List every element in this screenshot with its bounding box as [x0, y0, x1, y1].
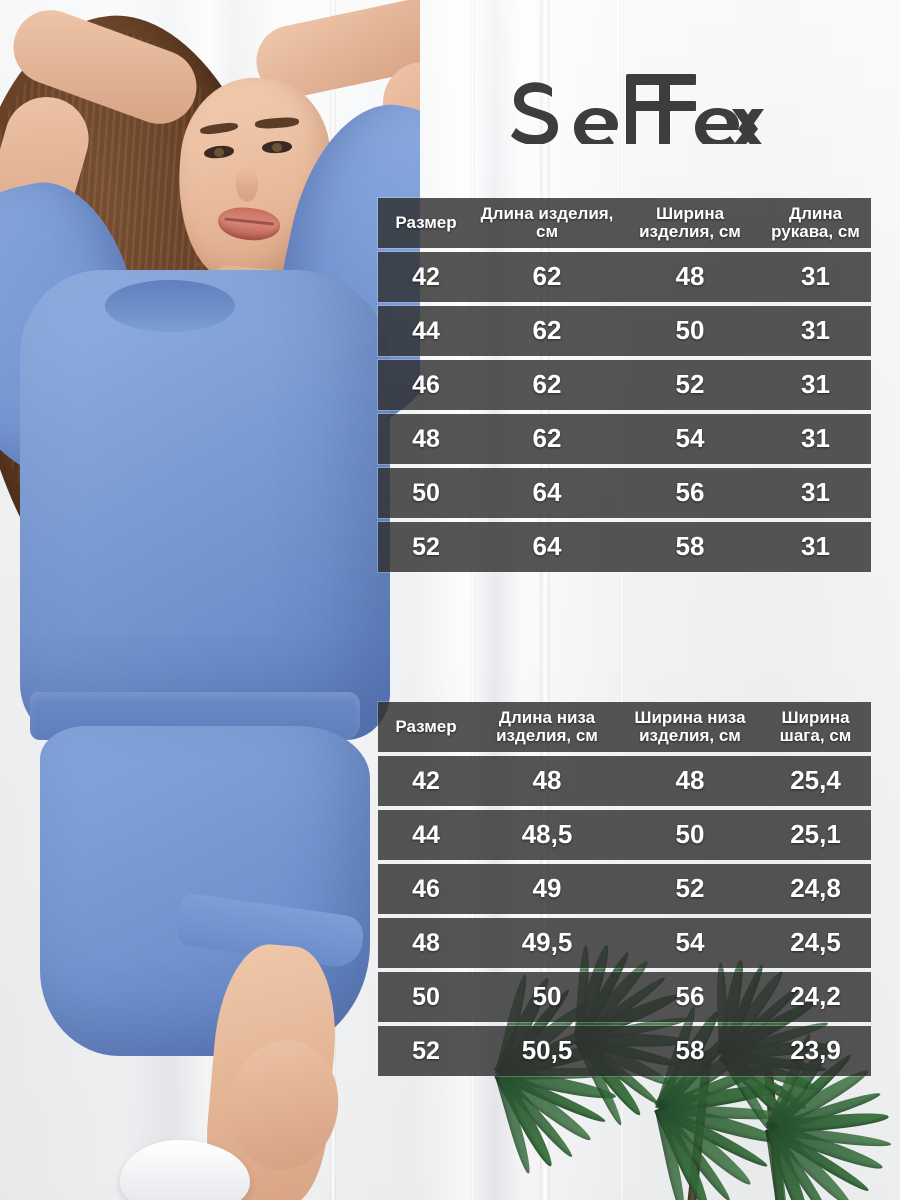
measurement-value: 54: [675, 927, 705, 958]
measurement-value: 58: [675, 531, 705, 562]
beauty-mark: [196, 262, 201, 267]
measurement-value: 62: [532, 369, 562, 400]
table-row: 46 62 52 31: [378, 360, 871, 410]
measurement-value: 31: [801, 261, 830, 292]
size-value: 42: [412, 263, 440, 291]
column-header: Размер: [395, 717, 457, 737]
measurement-value: 62: [532, 315, 562, 346]
measurement-value: 52: [675, 873, 705, 904]
measurement-value: 31: [801, 369, 830, 400]
measurement-value: 54: [675, 423, 705, 454]
size-value: 52: [412, 533, 440, 561]
measurement-value: 50,5: [521, 1035, 573, 1066]
model-photo: [0, 0, 420, 1200]
table-row: 50 50 56 24,2: [378, 972, 871, 1022]
measurement-value: 25,1: [790, 819, 841, 850]
table-row: 52 50,5 58 23,9: [378, 1026, 871, 1076]
measurement-value: 64: [532, 531, 562, 562]
brand-logo: [508, 72, 766, 144]
measurement-value: 24,5: [790, 927, 841, 958]
measurement-value: 50: [532, 981, 562, 1012]
table-header-row: Размер Длина изделия, см Ширина изделия, с…: [378, 198, 871, 248]
nose: [236, 168, 258, 202]
measurement-value: 58: [675, 1035, 705, 1066]
measurement-value: 48: [675, 261, 705, 292]
size-table-top: Размер Длина изделия, см Ширина изделия, с…: [378, 198, 871, 576]
size-value: 52: [412, 1037, 440, 1065]
table-row: 52 64 58 31: [378, 522, 871, 572]
measurement-value: 24,2: [790, 981, 841, 1012]
table-row: 46 49 52 24,8: [378, 864, 871, 914]
measurement-value: 25,4: [790, 765, 841, 796]
table-row: 44 48,5 50 25,1: [378, 810, 871, 860]
measurement-value: 31: [801, 423, 830, 454]
size-value: 50: [412, 983, 440, 1011]
measurement-value: 49: [532, 873, 562, 904]
size-value: 46: [412, 875, 440, 903]
size-table-bottom: Размер Длина низа изделия, см Ширина низа …: [378, 702, 871, 1080]
measurement-value: 62: [532, 261, 562, 292]
column-header: Длина изделия, см: [480, 204, 614, 241]
size-value: 44: [412, 317, 440, 345]
measurement-value: 62: [532, 423, 562, 454]
size-value: 48: [412, 929, 440, 957]
measurement-value: 23,9: [790, 1035, 841, 1066]
table-row: 42 62 48 31: [378, 252, 871, 302]
table-header-row: Размер Длина низа изделия, см Ширина низа …: [378, 702, 871, 752]
sweatshirt-body: [20, 270, 390, 740]
measurement-value: 52: [675, 369, 705, 400]
column-header: Размер: [395, 213, 457, 233]
measurement-value: 64: [532, 477, 562, 508]
column-header: Длина низа изделия, см: [496, 708, 598, 745]
measurement-value: 49,5: [521, 927, 573, 958]
size-value: 46: [412, 371, 440, 399]
measurement-value: 48: [532, 765, 562, 796]
measurement-value: 24,8: [790, 873, 841, 904]
table-row: 50 64 56 31: [378, 468, 871, 518]
measurement-value: 48,5: [521, 819, 573, 850]
size-value: 50: [412, 479, 440, 507]
table-row: 44 62 50 31: [378, 306, 871, 356]
measurement-value: 50: [675, 315, 705, 346]
table-row: 48 62 54 31: [378, 414, 871, 464]
table-row: 42 48 48 25,4: [378, 756, 871, 806]
measurement-value: 50: [675, 819, 705, 850]
measurement-value: 31: [801, 315, 830, 346]
size-value: 48: [412, 425, 440, 453]
measurement-value: 31: [801, 531, 830, 562]
table-row: 48 49,5 54 24,5: [378, 918, 871, 968]
measurement-value: 48: [675, 765, 705, 796]
column-header: Длина рукава, см: [771, 204, 860, 241]
size-value: 42: [412, 767, 440, 795]
measurement-value: 56: [675, 981, 705, 1012]
measurement-value: 31: [801, 477, 830, 508]
size-value: 44: [412, 821, 440, 849]
column-header: Ширина шага, см: [779, 708, 852, 745]
measurement-value: 56: [675, 477, 705, 508]
column-header: Ширина низа изделия, см: [634, 708, 746, 745]
column-header: Ширина изделия, см: [639, 204, 741, 241]
